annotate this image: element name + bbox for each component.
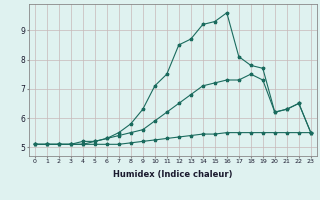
X-axis label: Humidex (Indice chaleur): Humidex (Indice chaleur) (113, 170, 233, 179)
